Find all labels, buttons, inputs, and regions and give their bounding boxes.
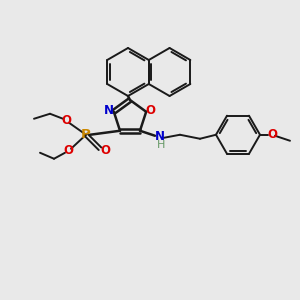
Text: P: P [81,128,91,141]
Text: O: O [100,144,110,157]
Text: O: O [145,104,155,117]
Text: N: N [104,104,114,117]
Text: H: H [157,140,165,150]
Text: N: N [155,130,165,143]
Text: O: O [267,128,277,141]
Text: O: O [63,144,73,157]
Text: O: O [61,114,71,127]
